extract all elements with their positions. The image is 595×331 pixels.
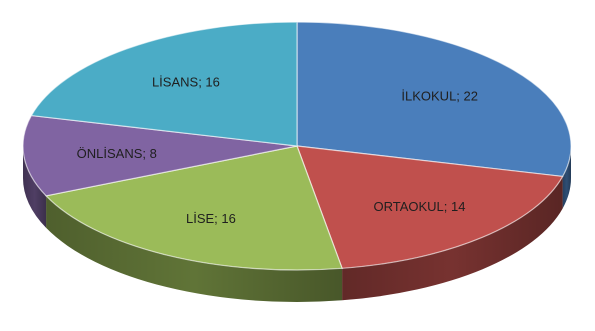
slice-label-i̇lkokul: İLKOKUL; 22 <box>401 89 478 104</box>
slice-label-ortaokul: ORTAOKUL; 14 <box>373 199 465 214</box>
pie-sides <box>23 146 571 302</box>
pie-side-shade <box>46 195 343 302</box>
pie-side-shade <box>342 176 563 301</box>
slice-label-li̇sans: LİSANS; 16 <box>152 74 220 89</box>
pie-slice-önli̇sans <box>22 114 298 197</box>
pie-slice-ortaokul <box>296 145 564 269</box>
pie-slice-i̇lkokul <box>296 21 572 178</box>
slice-label-li̇se: LİSE; 16 <box>186 211 236 226</box>
slice-label-önli̇sans: ÖNLİSANS; 8 <box>77 146 157 161</box>
pie-slice-li̇sans <box>30 21 298 147</box>
pie-slice-li̇se <box>44 145 343 271</box>
pie-labels: İLKOKUL; 22 ORTAOKUL; 14 LİSE; 16 ÖNLİSANS;… <box>77 74 478 226</box>
pie-tops <box>22 21 572 271</box>
pie-side-shade <box>23 146 47 228</box>
